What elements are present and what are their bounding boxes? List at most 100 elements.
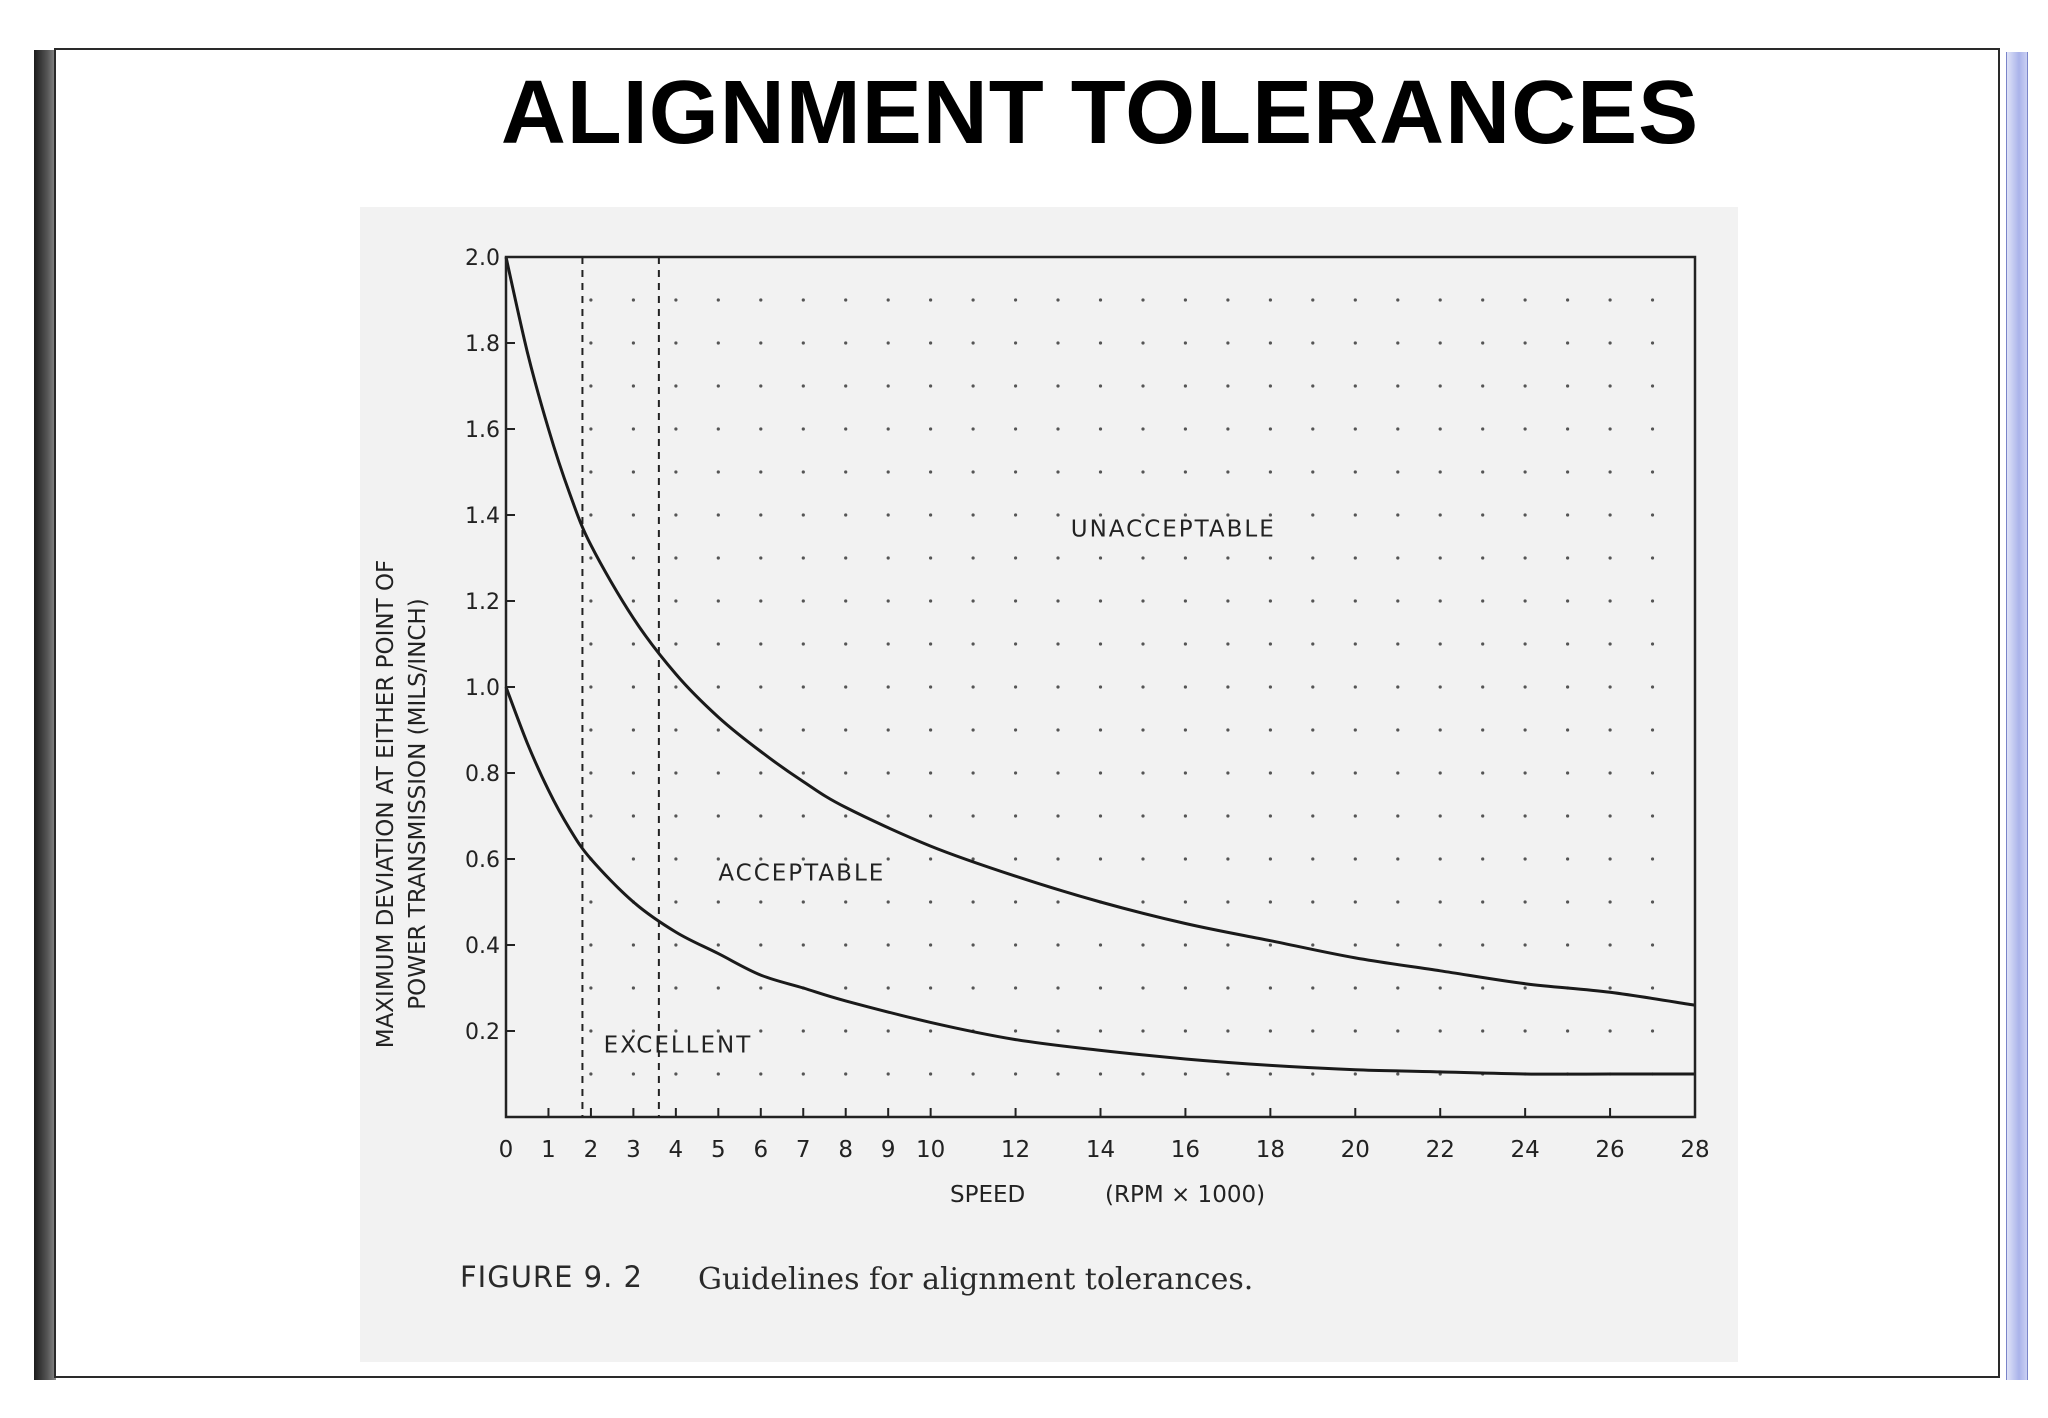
grid-dot [589,599,593,603]
grid-dot [1311,427,1315,431]
grid-dot [631,1029,635,1033]
grid-dot [1566,771,1570,775]
grid-dot [801,1029,805,1033]
grid-dot [1268,685,1272,689]
grid-dot [1481,1029,1485,1033]
grid-dot [1608,986,1612,990]
grid-dot [1311,771,1315,775]
grid-dot [716,470,720,474]
grid-dot [1396,814,1400,818]
grid-dot [1141,341,1145,345]
grid-dot [844,900,848,904]
grid-dot [929,599,933,603]
grid-dot [1056,642,1060,646]
grid-dot [1183,556,1187,560]
grid-dot [1353,943,1357,947]
grid-dot [1311,814,1315,818]
grid-dot [1268,900,1272,904]
grid-dot [1014,943,1018,947]
grid-dot [1608,857,1612,861]
grid-dot [1014,728,1018,732]
grid-dot [1141,513,1145,517]
grid-dot [674,642,678,646]
grid-dot [1650,771,1655,775]
grid-dot [1396,513,1400,517]
grid-dot [1098,642,1103,646]
grid-dot [1226,384,1230,388]
grid-dot [1523,384,1527,388]
grid-dot [929,943,933,947]
grid-dot [1396,943,1400,947]
grid-dot [1098,599,1103,603]
grid-dot [971,470,975,474]
figure-caption-number: FIGURE 9. 2 [460,1260,643,1294]
grid-dot [631,427,635,431]
slide-title: ALIGNMENT TOLERANCES [500,63,1700,163]
grid-dot [1650,556,1655,560]
grid-dot [1056,427,1060,431]
grid-dot [674,341,678,345]
grid-dot [1396,599,1400,603]
grid-dot [1523,943,1527,947]
grid-dot [1481,470,1485,474]
grid-dot [1566,556,1570,560]
grid-dot [759,728,763,732]
grid-dot [1226,771,1230,775]
grid-dot [631,298,635,302]
grid-dot [759,427,763,431]
grid-dot [1396,642,1400,646]
grid-dot [886,341,890,345]
grid-dot [1523,599,1527,603]
y-tick-label: 0.8 [465,762,500,787]
grid-dot [886,513,890,517]
grid-dot [1353,642,1357,646]
grid-dot [1566,728,1570,732]
grid-dot [929,427,933,431]
grid-dot [1353,470,1357,474]
grid-dot [1098,943,1103,947]
grid-dot [674,599,678,603]
grid-dot [1098,771,1103,775]
x-tick-label: 4 [669,1137,684,1163]
grid-dot [1523,986,1527,990]
grid-dot [1014,599,1018,603]
grid-dot [1268,642,1272,646]
grid-dot [1523,470,1527,474]
grid-dot [1438,771,1442,775]
alignment-tolerance-chart: 0 1 2 3 4 5 6 7 8 9 10 12 14 16 18 20 22 24 26 280.20.40.60… [373,246,1710,1297]
grid-dot [759,298,763,302]
grid-dot [1481,384,1485,388]
grid-dot [1650,685,1655,689]
y-tick-label: 1.8 [465,332,500,357]
grid-dot [1650,814,1655,818]
grid-dot [801,384,805,388]
grid-dot [801,341,805,345]
grid-dot [971,900,975,904]
slide-right-scrollbar[interactable] [2006,52,2028,1380]
grid-dot [1098,513,1103,517]
grid-dot [1523,427,1527,431]
grid-dot [929,513,933,517]
grid-dot [1396,900,1400,904]
grid-dot [1353,599,1357,603]
grid-dot [1481,986,1485,990]
grid-dot [886,298,890,302]
grid-dot [844,857,848,861]
grid-dot [1566,1029,1570,1033]
grid-dot [1650,728,1655,732]
grid-dot [1650,857,1655,861]
grid-dot [759,986,763,990]
grid-dot [589,986,593,990]
grid-dot [1141,642,1145,646]
grid-dot [844,556,848,560]
grid-dot [929,470,933,474]
grid-dot [1098,556,1103,560]
grid-dot [1608,728,1612,732]
grid-dot [886,685,890,689]
grid-dot [1608,556,1612,560]
grid-dot [1566,814,1570,818]
grid-dot [759,900,763,904]
grid-dot [1396,728,1400,732]
grid-dot [1566,857,1570,861]
grid-dot [1353,900,1357,904]
